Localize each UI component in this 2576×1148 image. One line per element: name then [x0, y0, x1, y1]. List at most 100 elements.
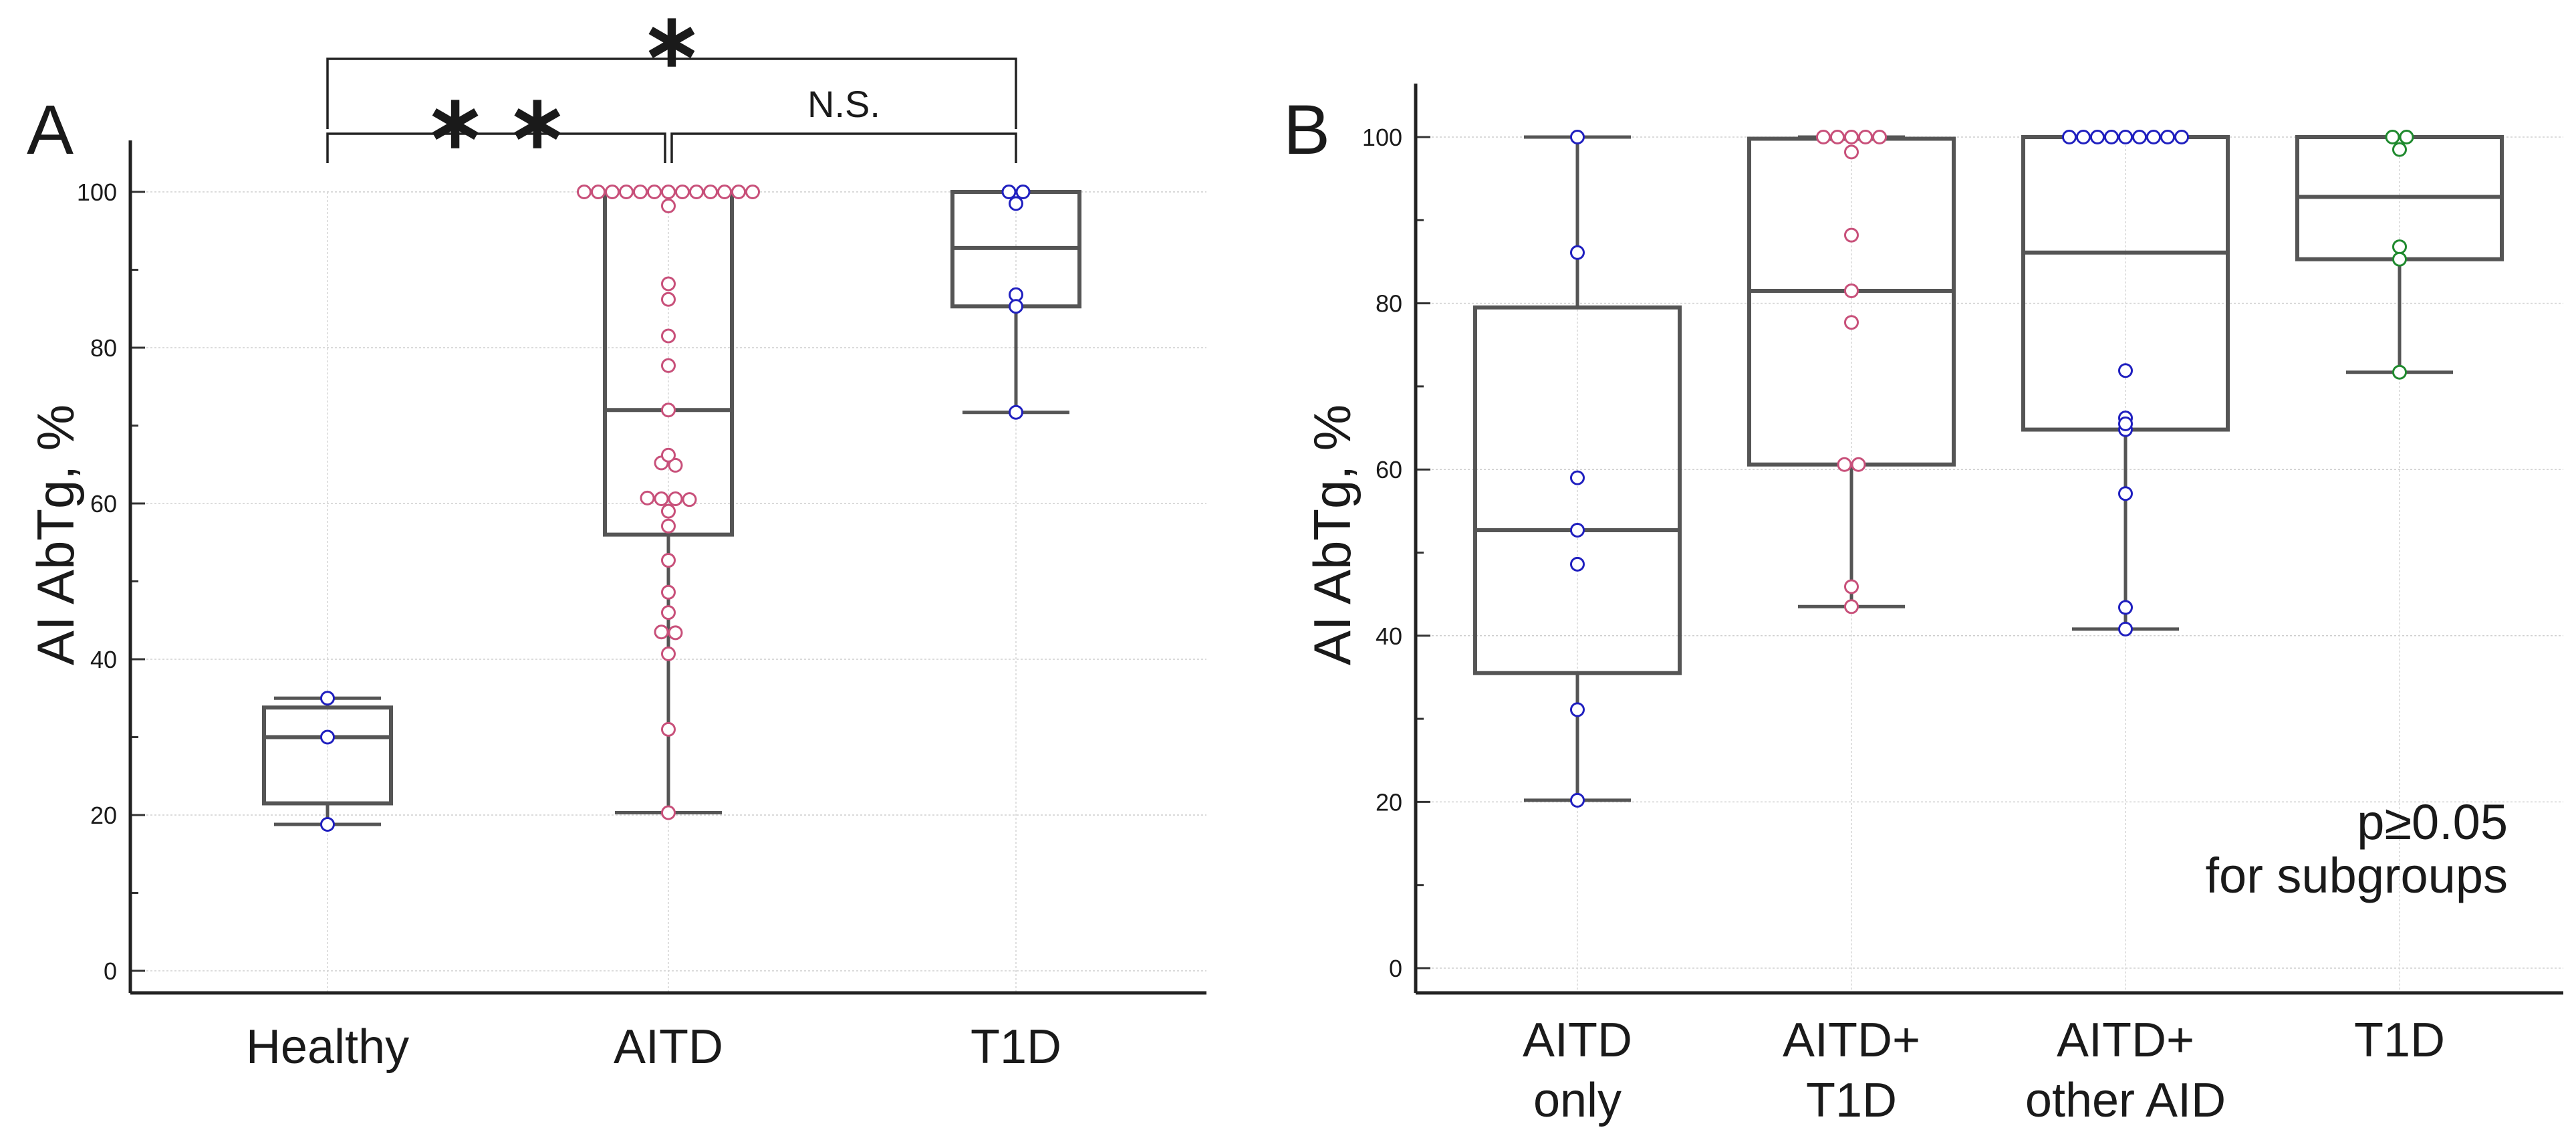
- y-tick-label: 60: [1376, 456, 1402, 483]
- data-point: [1015, 185, 1031, 199]
- data-point: [2118, 363, 2133, 378]
- data-point: [661, 292, 676, 307]
- y-tick-label: 60: [90, 490, 117, 518]
- data-point: [2392, 142, 2407, 157]
- y-tick-label: 80: [1376, 290, 1402, 318]
- data-point: [1009, 299, 1023, 314]
- data-point: [1837, 457, 1852, 472]
- data-point: [2146, 130, 2161, 144]
- data-point: [661, 185, 676, 199]
- data-point: [661, 518, 676, 534]
- data-point: [647, 185, 662, 199]
- data-point: [1844, 144, 1859, 160]
- significance-label: ∗: [641, 0, 702, 82]
- data-point: [654, 624, 669, 640]
- data-point: [668, 491, 683, 507]
- data-point: [661, 358, 676, 373]
- data-point: [2160, 130, 2175, 144]
- data-point: [668, 457, 683, 473]
- data-point: [689, 185, 704, 199]
- data-point: [1844, 130, 1859, 144]
- significance-label: ∗ ∗: [424, 81, 568, 163]
- x-category-label: T1D: [1806, 1074, 1897, 1127]
- x-category-label: AITD+: [1783, 1014, 1920, 1067]
- x-category-label: other AID: [2025, 1074, 2226, 1127]
- significance-label: N.S.: [807, 83, 880, 125]
- y-tick-label: 100: [77, 179, 117, 206]
- data-point: [1009, 405, 1023, 420]
- x-category-label: T1D: [2354, 1014, 2445, 1067]
- data-point: [1844, 315, 1859, 330]
- panel-a: A 0 20 40 60 80 100 AI AbTg, % Healthy AITD T1D ∗ ∗ …: [26, 0, 1206, 1074]
- data-point: [2118, 416, 2133, 431]
- significance-bracket: [326, 58, 1017, 129]
- data-point: [2118, 130, 2133, 144]
- y-tick-label: 20: [90, 802, 117, 829]
- data-point: [2118, 600, 2133, 615]
- data-point: [654, 491, 669, 507]
- box-iqr: [1473, 305, 1682, 675]
- data-point: [1570, 792, 1585, 808]
- x-category-label: only: [1533, 1074, 1622, 1127]
- data-point: [2104, 130, 2119, 144]
- data-point: [2062, 130, 2077, 144]
- data-point: [661, 447, 676, 463]
- y-axis-label: AI AbTg, %: [1303, 405, 1362, 665]
- note-text: for subgroups: [2206, 848, 2508, 903]
- data-point: [1001, 185, 1017, 199]
- data-point: [2118, 486, 2133, 501]
- data-point: [1009, 196, 1023, 211]
- x-category-label: T1D: [971, 1020, 1061, 1074]
- data-point: [1570, 245, 1585, 260]
- y-tick-label: 0: [1389, 955, 1402, 982]
- data-point: [2392, 364, 2407, 380]
- x-category-label: Healthy: [246, 1020, 409, 1074]
- data-point: [661, 605, 676, 620]
- data-point: [320, 729, 335, 745]
- x-category-label: AITD: [614, 1020, 723, 1074]
- data-point: [1816, 130, 1831, 144]
- data-point: [661, 198, 676, 213]
- data-point: [320, 816, 335, 832]
- data-point: [2118, 621, 2133, 637]
- data-point: [1844, 227, 1859, 243]
- data-point: [661, 403, 676, 418]
- data-point: [1844, 579, 1859, 594]
- data-point: [633, 185, 648, 199]
- data-point: [1872, 130, 1887, 144]
- data-point: [661, 503, 676, 519]
- y-tick-label: 40: [1376, 622, 1402, 650]
- data-point: [1570, 556, 1585, 572]
- data-point: [577, 185, 592, 199]
- data-point: [731, 185, 746, 199]
- data-point: [1570, 522, 1585, 538]
- data-point: [1830, 130, 1845, 144]
- panel-b: B 0 20 40 60 80 100 AI AbTg, % AITD only AITD+ T1D A…: [1283, 84, 2563, 1127]
- data-point: [661, 721, 676, 737]
- data-point: [2174, 130, 2189, 144]
- y-tick-label: 20: [1376, 788, 1402, 816]
- data-point: [703, 185, 718, 199]
- y-axis-label: AI AbTg, %: [26, 405, 85, 665]
- data-point: [1570, 130, 1585, 144]
- data-point: [591, 185, 606, 199]
- data-point: [717, 185, 732, 199]
- data-point: [2399, 130, 2414, 144]
- data-point: [661, 584, 676, 600]
- data-point: [2392, 239, 2407, 255]
- data-point: [2090, 130, 2105, 144]
- data-point: [661, 646, 676, 661]
- data-point: [745, 185, 760, 199]
- data-point: [1851, 457, 1866, 472]
- data-point: [2385, 130, 2400, 144]
- x-category-label: AITD+: [2057, 1014, 2194, 1067]
- data-point: [682, 492, 697, 507]
- panel-letter: A: [27, 91, 74, 169]
- data-point: [2076, 130, 2091, 144]
- y-tick-label: 100: [1362, 124, 1402, 151]
- x-category-label: AITD: [1523, 1014, 1632, 1067]
- data-point: [1570, 702, 1585, 717]
- data-point: [675, 185, 690, 199]
- significance-bracket: [326, 132, 666, 163]
- data-point: [661, 328, 676, 344]
